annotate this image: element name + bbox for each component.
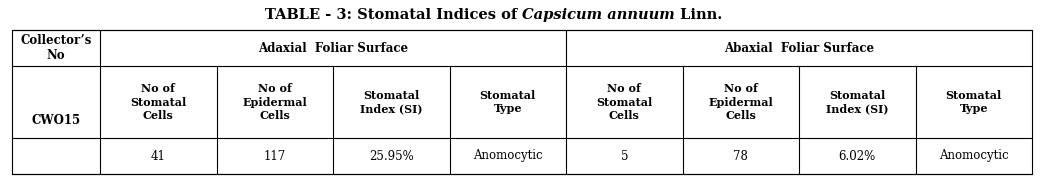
Text: Anomocytic: Anomocytic	[473, 150, 543, 163]
Text: Stomatal
Index (SI): Stomatal Index (SI)	[826, 90, 888, 114]
Text: Abaxial  Foliar Surface: Abaxial Foliar Surface	[723, 41, 874, 54]
Text: TABLE - 3: Stomatal Indices of: TABLE - 3: Stomatal Indices of	[264, 8, 522, 22]
Text: 6.02%: 6.02%	[838, 150, 876, 163]
Text: 78: 78	[733, 150, 749, 163]
Text: Collector’s
No: Collector’s No	[20, 34, 92, 62]
Text: Capsicum annuum: Capsicum annuum	[522, 8, 674, 22]
Text: Stomatal
Type: Stomatal Type	[479, 90, 536, 114]
Text: Adaxial  Foliar Surface: Adaxial Foliar Surface	[258, 41, 408, 54]
Text: Stomatal
Type: Stomatal Type	[946, 90, 1002, 114]
Text: 41: 41	[150, 150, 166, 163]
Text: No of
Epidermal
Cells: No of Epidermal Cells	[242, 83, 307, 121]
Text: No of
Stomatal
Cells: No of Stomatal Cells	[596, 83, 652, 121]
Text: 5: 5	[620, 150, 628, 163]
Text: Anomocytic: Anomocytic	[939, 150, 1009, 163]
Bar	[11, 30, 1033, 174]
Text: Stomatal
Index (SI): Stomatal Index (SI)	[360, 90, 423, 114]
Text: CWO15: CWO15	[31, 114, 80, 127]
Text: No of
Epidermal
Cells: No of Epidermal Cells	[709, 83, 774, 121]
Text: No of
Stomatal
Cells: No of Stomatal Cells	[130, 83, 187, 121]
Text: 25.95%: 25.95%	[369, 150, 413, 163]
Text: Linn.: Linn.	[674, 8, 722, 22]
Text: 117: 117	[264, 150, 286, 163]
